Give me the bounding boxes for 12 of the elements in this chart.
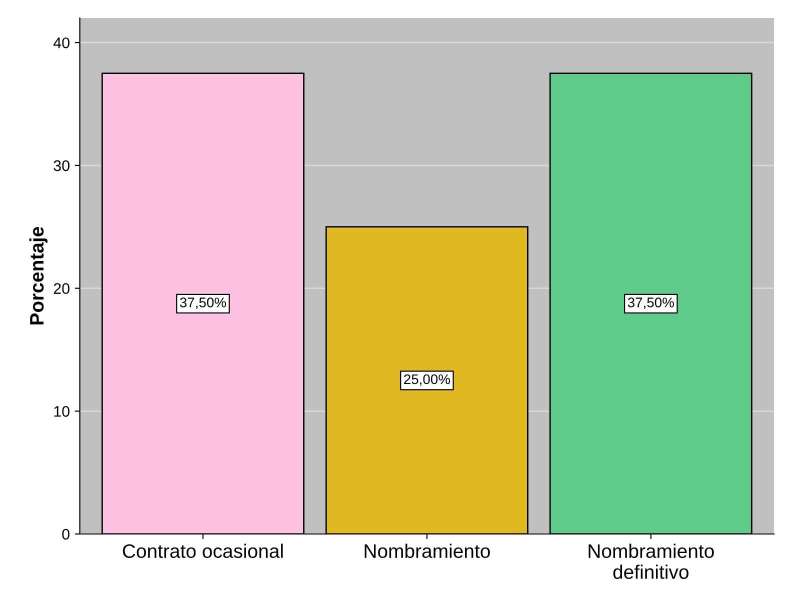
x-tick-label: Contrato ocasional [122, 544, 283, 558]
y-tick-label: 20 [54, 283, 70, 294]
y-tick-label: 10 [54, 406, 70, 417]
data-label: 37,50% [180, 298, 226, 310]
y-axis-title: Porcentaje [29, 226, 48, 324]
x-tick-label: Nombramiento definitivo [588, 544, 714, 579]
data-label: 25,00% [404, 374, 450, 386]
y-tick-label: 40 [53, 37, 70, 48]
y-tick-label: 0 [62, 528, 70, 540]
data-label: 37,50% [628, 298, 674, 310]
x-tick-label: Nombramiento [364, 544, 490, 558]
y-tick-label: 30 [54, 160, 70, 172]
